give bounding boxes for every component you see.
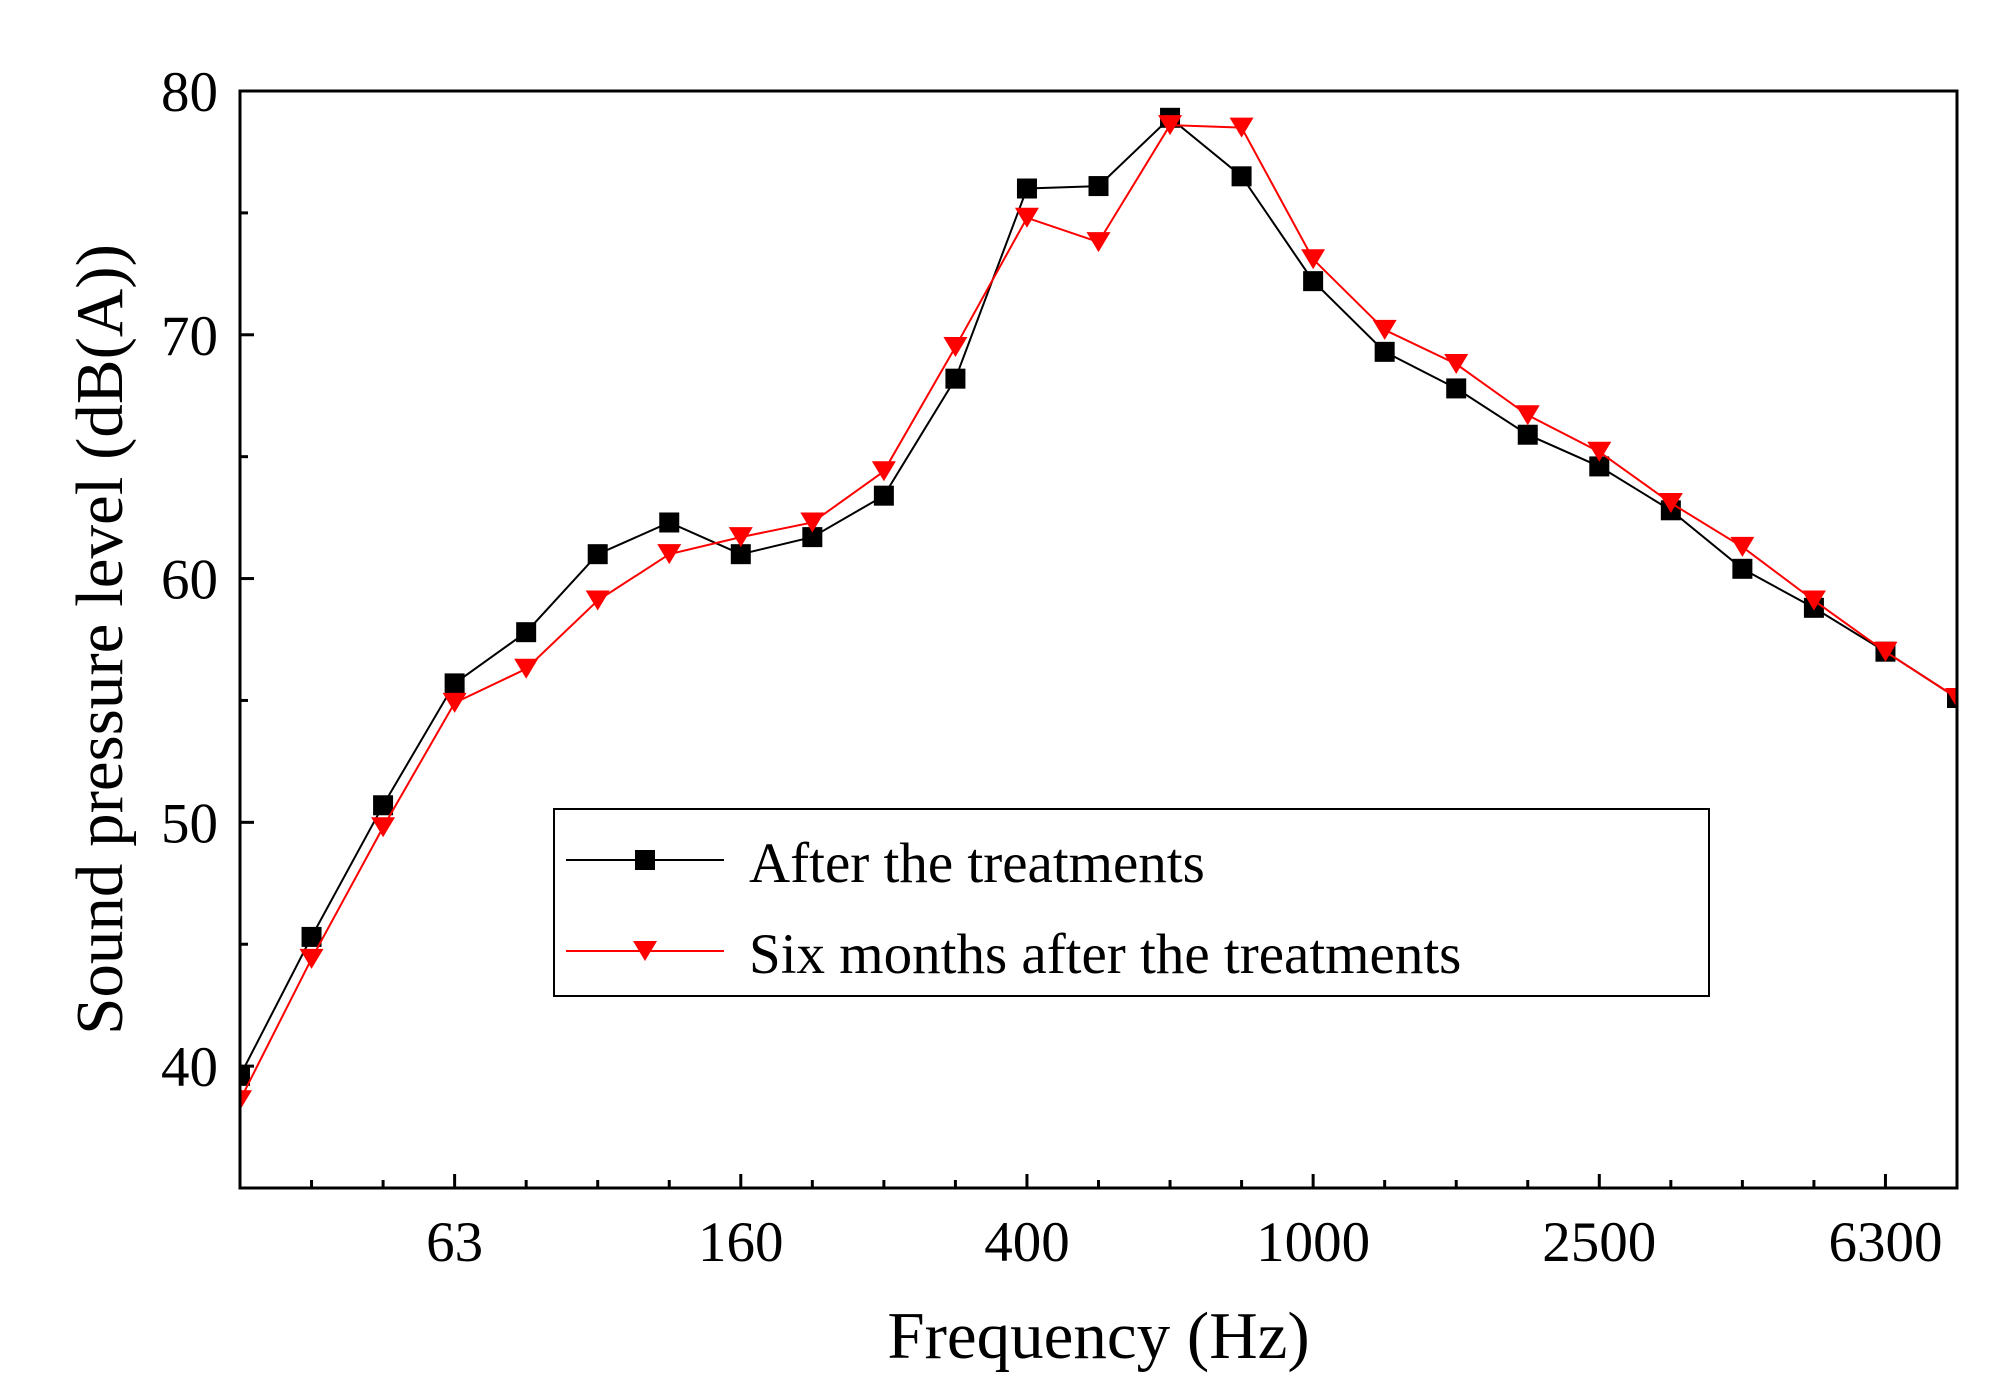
legend-marker	[633, 941, 657, 961]
data-point	[873, 485, 894, 506]
data-point	[657, 544, 682, 565]
data-point	[943, 336, 968, 357]
y-tick-label: 80	[161, 61, 218, 124]
x-tick-label: 6300	[1828, 1211, 1942, 1274]
data-point	[301, 926, 322, 947]
data-point	[371, 817, 396, 838]
data-point	[442, 692, 467, 713]
data-point	[1088, 176, 1109, 197]
data-point	[1945, 688, 1957, 709]
data-point	[802, 527, 823, 548]
data-point	[1444, 354, 1469, 375]
legend-item-2: Six months after the treatments	[566, 923, 1461, 986]
data-point	[1732, 558, 1753, 579]
plot-frame	[238, 89, 1959, 1190]
data-point	[1730, 536, 1755, 557]
axes-layer: 40 50 60 70 80 63 160 400 1000 2500 6300	[161, 61, 1959, 1274]
data-point	[1658, 492, 1683, 513]
data-point	[585, 590, 610, 611]
legend: After the treatments Six months after the…	[553, 808, 1710, 997]
data-point	[1374, 341, 1395, 362]
legend-item-1: After the treatments	[566, 832, 1205, 895]
data-point	[587, 544, 608, 565]
x-tick-label: 63	[426, 1211, 483, 1274]
data-point	[1587, 441, 1612, 462]
data-point	[1158, 115, 1183, 136]
y-axis-title: Sound pressure level (dB(A))	[63, 244, 137, 1035]
legend-box	[553, 808, 1710, 997]
data-point	[1016, 178, 1037, 199]
data-point	[659, 512, 680, 533]
legend-marker	[635, 850, 655, 870]
x-tick-label: 400	[984, 1211, 1070, 1274]
data-point	[728, 527, 753, 548]
y-tick-label: 40	[161, 1036, 218, 1099]
data-point	[1446, 378, 1467, 399]
legend-label: Six months after the treatments	[749, 923, 1461, 986]
data-point	[945, 368, 966, 389]
y-tick-label: 50	[161, 792, 218, 855]
data-point	[1086, 232, 1111, 253]
data-point	[1301, 249, 1326, 270]
data-point	[1515, 405, 1540, 426]
y-tick-label: 60	[161, 549, 218, 612]
data-point	[871, 461, 896, 482]
data-point	[373, 795, 394, 816]
data-point	[516, 622, 537, 643]
data-point	[1303, 271, 1324, 292]
data-point	[730, 544, 751, 565]
data-point	[1517, 424, 1538, 445]
legend-label: After the treatments	[749, 832, 1205, 895]
data-point	[1372, 319, 1397, 340]
data-point	[240, 1065, 250, 1086]
data-point	[1801, 590, 1826, 611]
data-point	[1014, 207, 1039, 228]
data-point	[800, 512, 825, 533]
data-point	[240, 1090, 252, 1111]
data-point	[1589, 456, 1610, 477]
data-point	[1229, 117, 1254, 138]
series-layer	[240, 107, 1957, 1111]
data-point	[514, 658, 539, 679]
y-tick-label: 70	[161, 305, 218, 368]
series-2	[240, 115, 1957, 1111]
x-tick-label: 1000	[1256, 1211, 1370, 1274]
data-point	[444, 673, 465, 694]
data-point	[1873, 641, 1898, 662]
x-tick-label: 160	[698, 1211, 784, 1274]
x-axis-title: Frequency (Hz)	[887, 1299, 1309, 1373]
data-point	[299, 948, 324, 969]
data-point	[1231, 166, 1252, 187]
x-tick-label: 2500	[1542, 1211, 1656, 1274]
